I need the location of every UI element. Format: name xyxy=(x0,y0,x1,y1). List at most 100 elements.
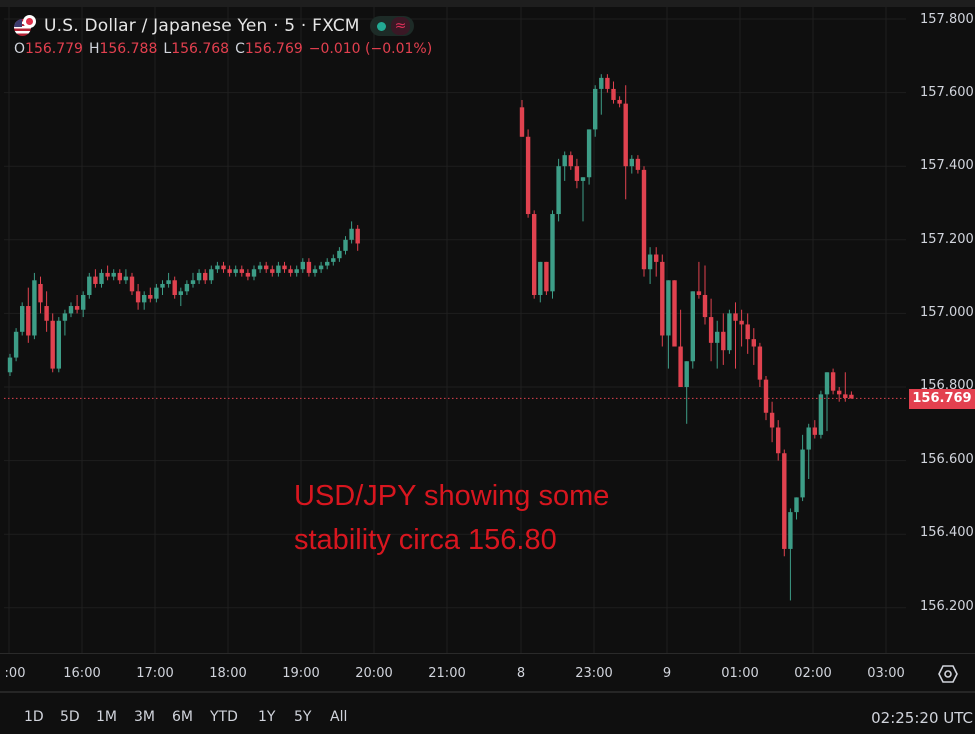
price-tick: 157.600 xyxy=(920,85,974,100)
candle xyxy=(727,313,732,351)
candle xyxy=(245,272,251,277)
candle xyxy=(13,331,19,358)
bottom-toolbar: 1D 5D 1M 3M 6M YTD 1Y 5Y All 02:25:20 UT… xyxy=(0,691,975,734)
market-open-dot-icon xyxy=(376,21,386,31)
candle xyxy=(105,272,110,277)
candle xyxy=(708,317,714,343)
price-tick: 157.200 xyxy=(920,232,974,247)
candle xyxy=(800,449,805,498)
range-button-3m[interactable]: 3M xyxy=(134,709,155,725)
candle xyxy=(190,280,196,284)
chart-settings-icon[interactable] xyxy=(938,664,958,684)
candle xyxy=(776,427,781,454)
candle xyxy=(538,261,543,295)
range-button-ytd[interactable]: YTD xyxy=(210,709,238,725)
annotation-line-1: USD/JPY showing some xyxy=(294,480,610,512)
candle xyxy=(62,313,68,321)
symbol-header: U.S. Dollar / Japanese Yen · 5 · FXCM ≈ … xyxy=(14,14,438,57)
range-button-1y[interactable]: 1Y xyxy=(258,709,276,725)
candle xyxy=(56,320,61,369)
candlestick-plot-area[interactable] xyxy=(4,7,906,653)
time-tick: 9 xyxy=(662,666,672,681)
price-axis[interactable]: 157.800 157.600 157.400 157.200 157.000 … xyxy=(906,0,975,653)
candle xyxy=(544,261,549,292)
candle xyxy=(837,390,842,395)
candle xyxy=(556,166,561,215)
candle xyxy=(355,228,360,244)
candle xyxy=(50,320,55,369)
candle xyxy=(251,269,257,277)
price-tick: 157.400 xyxy=(920,158,974,173)
symbol-title[interactable]: U.S. Dollar / Japanese Yen · 5 · FXCM xyxy=(44,16,360,36)
candle xyxy=(196,272,202,281)
candle xyxy=(818,394,824,435)
time-axis[interactable]: :00 16:00 17:00 18:00 19:00 20:00 21:00 … xyxy=(0,653,975,692)
candle xyxy=(519,107,525,137)
candle xyxy=(227,269,232,273)
price-tick: 156.400 xyxy=(920,525,974,540)
candle xyxy=(525,136,531,215)
close-value: 156.769 xyxy=(244,41,303,57)
range-button-1m[interactable]: 1M xyxy=(96,709,117,725)
candle xyxy=(178,291,183,295)
range-button-all[interactable]: All xyxy=(330,709,348,725)
candle xyxy=(38,283,43,303)
candle xyxy=(629,158,634,167)
candle xyxy=(87,276,92,295)
time-tick: 23:00 xyxy=(575,666,613,681)
range-button-5y[interactable]: 5Y xyxy=(294,709,312,725)
candle xyxy=(93,276,98,284)
price-tick: 157.800 xyxy=(920,12,974,27)
price-tick: 156.200 xyxy=(920,599,974,614)
candle xyxy=(617,99,622,104)
high-label: H xyxy=(88,41,100,57)
candle xyxy=(751,339,756,347)
candle xyxy=(684,361,689,387)
candle xyxy=(641,169,647,270)
market-status-badge[interactable]: ≈ xyxy=(369,16,415,36)
range-button-5d[interactable]: 5D xyxy=(60,709,80,725)
close-label: C xyxy=(235,41,245,57)
utc-clock[interactable]: 02:25:20 UTC xyxy=(871,709,973,727)
low-label: L xyxy=(163,41,172,57)
price-tick: 157.000 xyxy=(920,305,974,320)
open-value: 156.779 xyxy=(25,41,83,57)
candle xyxy=(788,512,793,549)
candle xyxy=(68,306,74,314)
candle xyxy=(763,379,769,413)
candle xyxy=(824,372,830,395)
candle xyxy=(331,258,336,262)
candle xyxy=(288,269,293,273)
candle xyxy=(647,254,653,270)
wave-icon: ≈ xyxy=(390,17,411,35)
candle xyxy=(739,320,744,325)
candle xyxy=(99,272,104,284)
candle xyxy=(696,291,702,295)
candle xyxy=(623,103,628,167)
range-button-1d[interactable]: 1D xyxy=(24,709,44,725)
range-button-6m[interactable]: 6M xyxy=(172,709,193,725)
candle xyxy=(215,265,220,270)
candle xyxy=(574,166,580,181)
candle xyxy=(318,265,324,270)
candle xyxy=(611,88,616,100)
candle xyxy=(276,265,281,273)
candle xyxy=(129,276,135,292)
chart-annotation[interactable]: USD/JPY showing some stability circa 156… xyxy=(294,474,609,562)
high-value: 156.788 xyxy=(99,41,158,57)
ohlc-legend: O 156.779 H 156.788 L 156.768 C 156.769 … xyxy=(14,41,438,57)
candle xyxy=(282,265,287,270)
candle xyxy=(745,324,750,340)
candle xyxy=(568,155,573,167)
time-tick: 02:00 xyxy=(794,666,832,681)
candle xyxy=(605,77,610,89)
time-tick: 03:00 xyxy=(867,666,905,681)
candle xyxy=(562,155,567,167)
time-tick: 18:00 xyxy=(209,666,247,681)
candle xyxy=(586,129,592,178)
candle xyxy=(306,261,312,273)
candle xyxy=(148,295,153,299)
annotation-line-2: stability circa 156.80 xyxy=(294,524,557,556)
time-tick: 21:00 xyxy=(428,666,466,681)
